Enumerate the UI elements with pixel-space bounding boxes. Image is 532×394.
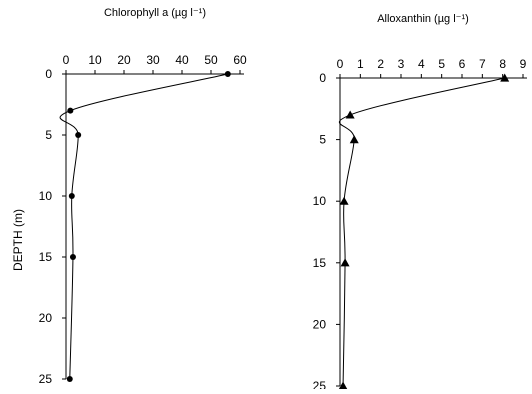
x-tick-label: 7: [479, 57, 486, 71]
series-line: [59, 73, 228, 380]
y-tick-label: 10: [39, 189, 53, 203]
x-tick-label: 10: [88, 53, 102, 67]
y-tick-label: 10: [313, 194, 327, 208]
x-tick-label: 6: [459, 57, 466, 71]
y-tick-label: 15: [313, 256, 327, 270]
y-tick-label: 0: [319, 71, 326, 85]
y-tick-label: 20: [39, 311, 53, 325]
x-tick-label: 4: [418, 57, 425, 71]
data-point-triangle: [349, 135, 359, 144]
x-tick-label: 8: [499, 57, 506, 71]
y-tick-label: 25: [39, 372, 53, 386]
x-tick-label: 20: [117, 53, 131, 67]
data-point: [68, 193, 75, 199]
data-point: [66, 376, 73, 382]
x-tick-label: 30: [146, 53, 160, 67]
y-tick-label: 25: [313, 379, 327, 389]
data-point: [75, 132, 82, 138]
x-tick-label: 2: [377, 57, 384, 71]
x-tick-label: 40: [175, 53, 189, 67]
y-tick-label: 15: [39, 250, 53, 264]
x-tick-label: 5: [438, 57, 445, 71]
y-tick-label: 5: [45, 128, 52, 142]
x-tick-label: 0: [63, 53, 70, 67]
data-point-triangle: [340, 258, 350, 267]
x-tick-label: 50: [204, 53, 218, 67]
data-point-triangle: [338, 381, 348, 390]
data-point: [69, 254, 76, 260]
data-point-triangle: [339, 196, 349, 205]
x-tick-label: 9: [520, 57, 527, 71]
data-point: [224, 71, 231, 77]
y-tick-label: 0: [45, 67, 52, 81]
y-axis-label: DEPTH (m): [11, 209, 25, 271]
chart-title: Chlorophyll a (µg l⁻¹): [104, 7, 206, 19]
data-point: [67, 107, 74, 114]
x-tick-label: 1: [357, 57, 364, 71]
chart-panel-1: Chlorophyll a (µg l⁻¹) DEPTH (m) 0 10 20 30 40…: [11, 7, 247, 386]
x-tick-label: 3: [398, 57, 405, 71]
data-point-triangle: [500, 73, 510, 82]
series-line: [338, 77, 505, 387]
x-tick-label: 0: [337, 57, 344, 71]
chart-title: Alloxanthin (µg l⁻¹): [377, 13, 469, 25]
y-tick-label: 5: [319, 133, 326, 147]
data-point-triangle: [345, 110, 355, 119]
x-tick-label: 60: [233, 53, 247, 67]
y-tick-label: 20: [313, 317, 327, 331]
